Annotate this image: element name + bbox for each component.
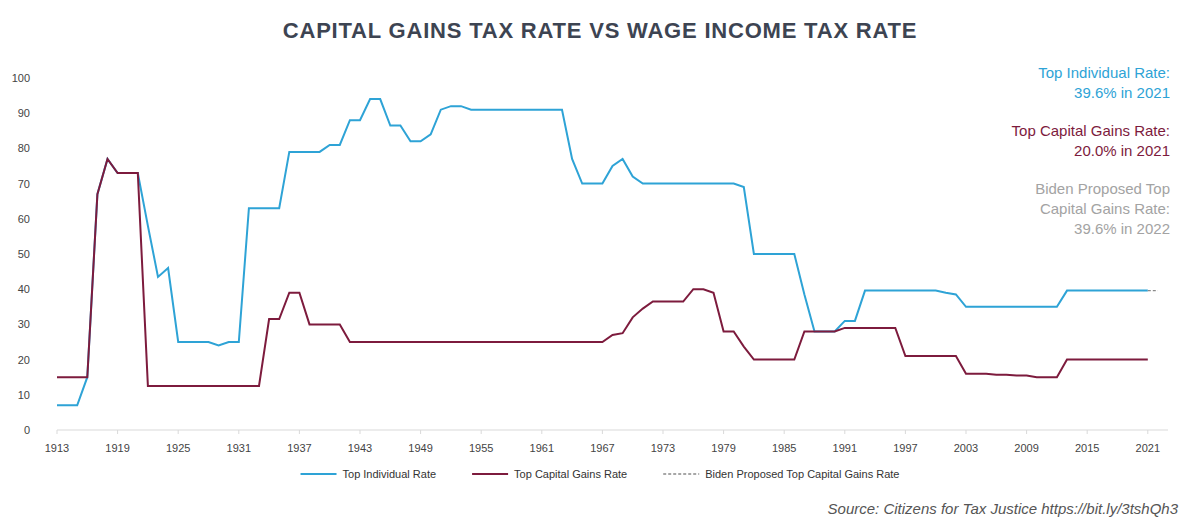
plot-area [57,99,1158,405]
y-tick-label: 60 [18,213,30,225]
title: CAPITAL GAINS TAX RATE VS WAGE INCOME TA… [283,18,917,43]
annotation: Top Individual Rate: [1038,64,1170,81]
x-tick [1087,430,1088,434]
x-tick [481,430,482,434]
annotation: 20.0% in 2021 [1074,142,1170,159]
x-tick-label: 1991 [833,442,857,454]
x-tick [541,430,542,434]
legend-item: Top Capital Gains Rate [472,468,627,480]
x-tick [844,430,845,434]
x-tick-label: 2009 [1014,442,1038,454]
x-tick [966,430,967,434]
legend-label: Biden Proposed Top Capital Gains Rate [705,468,899,480]
x-tick [178,430,179,434]
legend-swatch [663,473,699,474]
x-tick-label: 2003 [954,442,978,454]
x-tick-label: 1967 [590,442,614,454]
x-tick [117,430,118,434]
x-tick-label: 1985 [772,442,796,454]
legend-swatch [301,473,337,475]
legend-swatch [472,473,508,475]
y-tick-label: 0 [24,424,30,436]
x-tick-label: 1997 [893,442,917,454]
x-tick [663,430,664,434]
legend-label: Top Capital Gains Rate [514,468,627,480]
y-tick-label: 70 [18,178,30,190]
x-tick-label: 1913 [45,442,69,454]
y-tick-label: 90 [18,107,30,119]
series-line [1148,290,1158,291]
x-tick [602,430,603,434]
x-tick-label: 2021 [1136,442,1160,454]
x-tick-label: 1937 [287,442,311,454]
y-tick-label: 80 [18,142,30,154]
x-tick [723,430,724,434]
chart: CAPITAL GAINS TAX RATE VS WAGE INCOME TA… [0,0,1200,526]
x-tick-label: 1973 [651,442,675,454]
annotation: Capital Gains Rate: [1040,200,1170,217]
x-axis-line [57,430,1168,431]
x-tick-label: 2015 [1075,442,1099,454]
x-tick-label: 1961 [530,442,554,454]
annotation: Top Capital Gains Rate: [1012,122,1170,139]
x-tick [299,430,300,434]
annotation: Biden Proposed Top [1035,180,1170,197]
annotation: 39.6% in 2021 [1074,84,1170,101]
x-tick [420,430,421,434]
legend: Top Individual Rate Top Capital Gains Rat… [301,468,900,480]
x-tick-label: 1949 [408,442,432,454]
x-tick [238,430,239,434]
x-tick-label: 1979 [711,442,735,454]
legend-label: Top Individual Rate [343,468,437,480]
x-tick [784,430,785,434]
x-tick-label: 1931 [227,442,251,454]
y-tick-label: 10 [18,389,30,401]
x-tick-label: 1955 [469,442,493,454]
legend-item: Biden Proposed Top Capital Gains Rate [663,468,899,480]
x-tick-label: 1943 [348,442,372,454]
y-tick-label: 50 [18,248,30,260]
annotation: 39.6% in 2022 [1074,220,1170,237]
series-line [57,99,1148,405]
x-tick [905,430,906,434]
x-tick [360,430,361,434]
y-tick-label: 30 [18,318,30,330]
source: Source: Citizens for Tax Justice https:/… [828,500,1179,517]
x-tick-label: 1919 [105,442,129,454]
x-tick [57,430,58,434]
legend-item: Top Individual Rate [301,468,437,480]
x-tick-label: 1925 [166,442,190,454]
series-line [57,159,1148,386]
y-tick-label: 40 [18,283,30,295]
x-tick [1026,430,1027,434]
y-tick-label: 20 [18,354,30,366]
x-tick [1147,430,1148,434]
y-tick-label: 100 [12,72,30,84]
